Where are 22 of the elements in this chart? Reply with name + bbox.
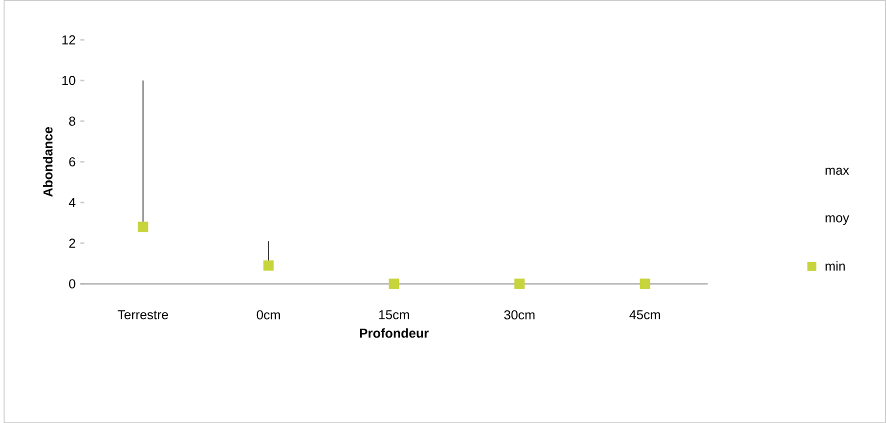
- point: [640, 278, 650, 289]
- legend-label: min: [826, 261, 845, 270]
- point: [514, 278, 525, 289]
- y-tick-label: 0: [69, 279, 76, 288]
- x-tick-label: 0cm: [256, 310, 280, 320]
- y-tick-label: 6: [69, 157, 76, 166]
- y-tick-label: 8: [69, 116, 76, 126]
- point: [138, 222, 148, 232]
- y-tick-label: 12: [62, 35, 76, 44]
- text: max: [826, 168, 850, 175]
- y-tick-label: 10: [62, 76, 76, 85]
- point: [388, 278, 400, 289]
- point: [263, 260, 274, 271]
- x-axis-title: Profondeur: [360, 328, 429, 338]
- x-tick-label: 15cm: [379, 310, 409, 320]
- x-tick-label: Terrestre: [118, 310, 168, 320]
- y-tick-label: 2: [69, 238, 76, 248]
- x-tick-label: 30cm: [504, 310, 534, 320]
- text: moy: [826, 215, 850, 225]
- y-axis-title: Abondance: [43, 126, 53, 197]
- x-tick-label: 45cm: [629, 310, 660, 320]
- y-tick-label: 4: [68, 198, 76, 207]
